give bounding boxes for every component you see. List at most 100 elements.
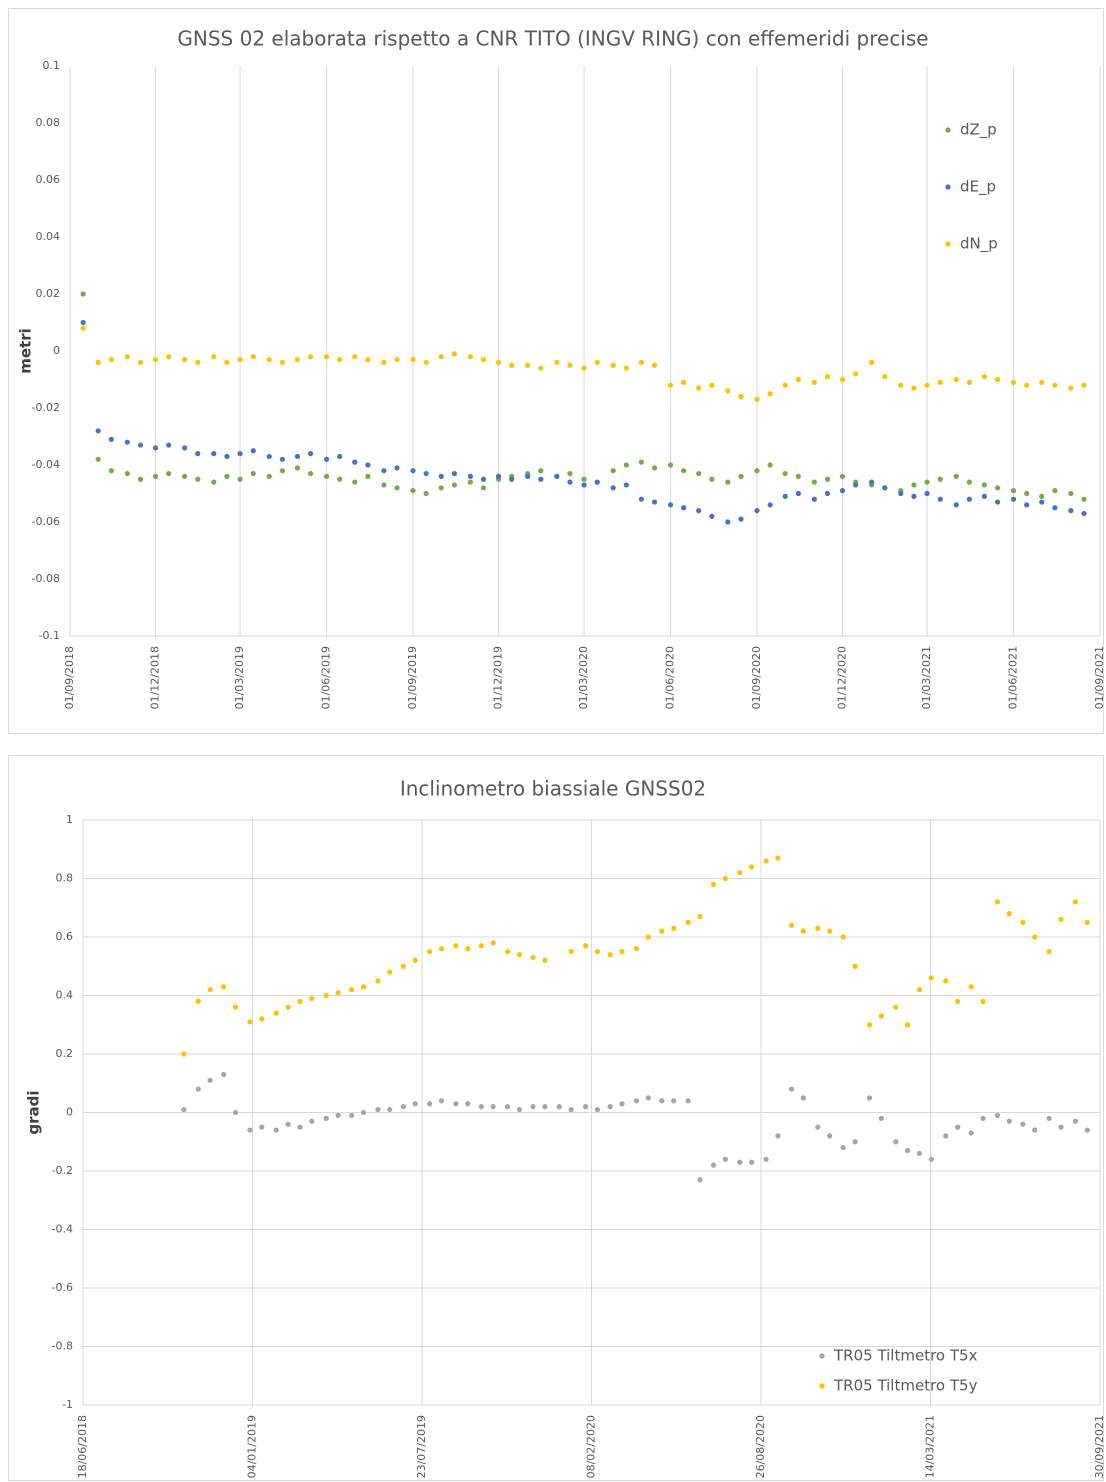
point	[824, 490, 831, 497]
y-tick-label: -1	[62, 1398, 73, 1411]
point	[623, 462, 629, 468]
point	[767, 391, 773, 397]
point	[667, 502, 674, 508]
point	[1081, 382, 1087, 388]
point	[638, 459, 644, 465]
point	[1024, 490, 1030, 497]
point	[839, 488, 846, 494]
point	[273, 1010, 279, 1016]
point	[259, 1016, 265, 1022]
point	[451, 351, 457, 357]
point	[623, 365, 629, 371]
point	[224, 473, 230, 479]
point	[594, 949, 601, 955]
point	[95, 359, 101, 365]
point	[645, 1095, 651, 1101]
point	[504, 1104, 511, 1110]
y-tick-label: 1	[66, 813, 73, 826]
point	[966, 496, 972, 502]
point	[638, 359, 644, 365]
point	[685, 919, 691, 925]
point	[247, 1019, 253, 1025]
point	[782, 493, 788, 499]
point	[1081, 510, 1087, 517]
point	[928, 975, 934, 981]
point	[1081, 496, 1087, 502]
point	[307, 470, 314, 477]
y-tick-label: -0.08	[32, 572, 60, 585]
point	[221, 1071, 227, 1078]
point	[207, 1077, 213, 1083]
point	[671, 925, 677, 931]
point	[211, 451, 217, 457]
point	[530, 954, 536, 961]
point	[581, 365, 587, 371]
point	[581, 482, 587, 488]
y-tick-label: -0.8	[52, 1340, 73, 1353]
point	[924, 382, 930, 388]
point	[981, 493, 988, 499]
point	[738, 473, 744, 479]
point	[994, 899, 1001, 905]
point	[911, 493, 917, 499]
point	[795, 473, 801, 479]
point	[394, 356, 400, 363]
y-tick-label: -0.4	[52, 1223, 73, 1236]
point	[285, 1121, 291, 1127]
x-tick-label: 08/02/2020	[585, 1415, 598, 1478]
point	[827, 1133, 833, 1139]
legend-label: dN_p	[960, 235, 998, 254]
point	[953, 473, 959, 479]
point	[166, 354, 172, 360]
point	[767, 502, 773, 508]
x-tick-label: 01/09/2021	[1093, 646, 1106, 709]
point	[108, 436, 114, 442]
point	[108, 468, 114, 474]
point	[232, 1109, 239, 1116]
point	[211, 479, 217, 485]
x-tick-label: 01/03/2019	[233, 646, 246, 709]
point	[943, 1133, 949, 1139]
point	[955, 998, 961, 1004]
point	[916, 1150, 923, 1157]
point	[928, 1156, 934, 1162]
point	[349, 987, 355, 993]
point	[738, 516, 744, 522]
point	[594, 1106, 601, 1113]
point	[352, 459, 358, 465]
point	[651, 362, 658, 368]
point	[394, 485, 400, 491]
y-tick-label: -0.6	[52, 1281, 73, 1294]
point	[811, 379, 817, 385]
point	[556, 1104, 562, 1110]
point	[738, 394, 744, 400]
point	[893, 1004, 899, 1010]
point	[490, 1104, 496, 1110]
point	[610, 485, 616, 491]
point	[749, 1159, 755, 1165]
point	[937, 379, 943, 385]
x-tick-label: 30/09/2021	[1093, 1415, 1106, 1478]
x-tick-label: 04/01/2019	[246, 1415, 259, 1478]
point	[323, 992, 329, 999]
point	[924, 490, 930, 497]
point	[980, 1115, 986, 1121]
x-tick-label: 01/12/2019	[492, 646, 505, 709]
y-tick-label: 0	[53, 344, 60, 357]
point	[1024, 382, 1030, 388]
point	[480, 476, 487, 482]
point	[905, 1022, 911, 1028]
point	[166, 442, 172, 448]
point	[247, 1127, 253, 1133]
point	[568, 1106, 574, 1113]
point	[285, 1004, 291, 1010]
point	[207, 987, 213, 993]
point	[767, 462, 773, 468]
point	[782, 382, 788, 388]
point	[749, 864, 755, 870]
point	[709, 513, 715, 519]
point	[953, 376, 959, 383]
point	[610, 362, 616, 368]
point	[250, 448, 256, 454]
x-tick-label: 01/12/2020	[836, 646, 849, 709]
